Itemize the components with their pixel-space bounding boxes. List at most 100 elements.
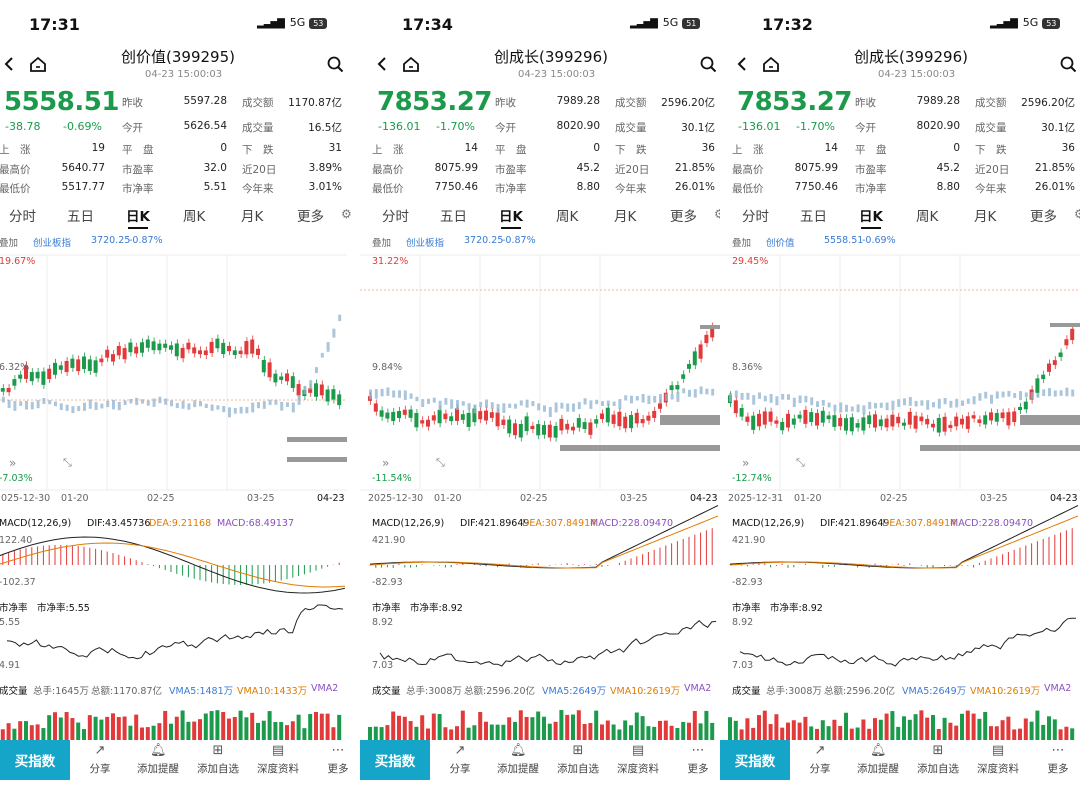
tab-1[interactable]: 五日 (440, 209, 467, 225)
level-bar (287, 457, 347, 462)
tab-2[interactable]: 日K (859, 209, 883, 225)
volume-bar (547, 723, 552, 740)
tab-5[interactable]: 更多 (297, 209, 324, 225)
action-more-dots[interactable]: ⋯ 更多 (1030, 744, 1080, 776)
dea-line (729, 515, 1079, 569)
volume-bar (290, 721, 295, 740)
volume-bar (629, 725, 633, 740)
tab-1[interactable]: 五日 (67, 209, 94, 225)
action-document[interactable]: ▤ 深度资料 (970, 744, 1026, 776)
fullscreen-icon[interactable]: ⤡ (63, 456, 72, 469)
candle-body (605, 407, 610, 423)
kline-chart[interactable] (720, 245, 1080, 745)
overlay-candle (688, 389, 691, 397)
action-document[interactable]: ▤ 深度资料 (610, 744, 666, 776)
tab-5[interactable]: 更多 (670, 209, 697, 225)
action-share[interactable]: ↗ 分享 (432, 744, 488, 776)
tab-3[interactable]: 周K (916, 209, 939, 225)
candle-body (285, 373, 289, 382)
settings-icon[interactable]: ⚙ (1074, 207, 1080, 221)
overlay-name[interactable]: 创业板指 (406, 238, 445, 249)
index-price: 7853.27 (377, 87, 492, 117)
action-label: 更多 (327, 763, 349, 775)
candle-body (18, 374, 23, 379)
home-icon[interactable] (762, 56, 780, 72)
overlay-candle (537, 403, 541, 411)
back-icon[interactable] (736, 56, 748, 72)
buy-index-button[interactable]: 买指数 (0, 740, 70, 780)
buy-index-button[interactable]: 买指数 (720, 740, 790, 780)
tab-4[interactable]: 月K (241, 209, 264, 225)
tab-4[interactable]: 月K (614, 209, 637, 225)
candle-body (960, 418, 964, 425)
tab-3[interactable]: 周K (556, 209, 579, 225)
overlay-name[interactable]: 创业板指 (33, 238, 72, 249)
fullscreen-icon[interactable]: ⤡ (796, 456, 805, 469)
settings-icon[interactable]: ⚙ (714, 207, 720, 221)
action-more-dots[interactable]: ⋯ 更多 (670, 744, 720, 776)
buy-index-button[interactable]: 买指数 (360, 740, 430, 780)
tab-1[interactable]: 五日 (800, 209, 827, 225)
tab-5[interactable]: 更多 (1030, 209, 1057, 225)
stat-up-label: 上 涨 (372, 144, 404, 156)
back-icon[interactable] (3, 56, 15, 72)
candle-body (163, 343, 168, 348)
candle-body (478, 411, 483, 420)
action-add-square[interactable]: ⊞ 添加自选 (190, 744, 246, 776)
tab-3[interactable]: 周K (183, 209, 206, 225)
candle-body (576, 418, 581, 428)
expand-icon[interactable]: » (9, 456, 17, 470)
action-share[interactable]: ↗ 分享 (72, 744, 128, 776)
candle-body (698, 344, 703, 359)
search-icon[interactable] (327, 56, 344, 73)
candle-body (571, 426, 575, 431)
kline-chart[interactable] (360, 245, 720, 745)
back-icon[interactable] (376, 56, 388, 72)
expand-icon[interactable]: » (382, 456, 390, 470)
action-more-dots[interactable]: ⋯ 更多 (310, 744, 360, 776)
volume-bar (687, 722, 691, 740)
action-bell[interactable]: 🔔︎ 添加提醒 (490, 744, 546, 776)
tab-0[interactable]: 分时 (382, 209, 409, 225)
expand-icon[interactable]: » (742, 456, 750, 470)
stat-volume-label: 成交量 (615, 122, 647, 134)
kline-chart[interactable] (0, 245, 347, 745)
action-add-square[interactable]: ⊞ 添加自选 (910, 744, 966, 776)
candle-body (495, 412, 500, 427)
settings-icon[interactable]: ⚙ (341, 207, 352, 221)
action-share[interactable]: ↗ 分享 (792, 744, 848, 776)
search-icon[interactable] (700, 56, 717, 73)
stat-up: 14 (464, 142, 478, 154)
volume-bar (605, 720, 610, 740)
overlay-candle (268, 399, 272, 405)
volume-bar (325, 713, 330, 740)
overlay-candle (595, 399, 599, 405)
search-icon[interactable] (1060, 56, 1077, 73)
stat-prev-close: 5597.28 (183, 95, 227, 107)
home-icon[interactable] (402, 56, 420, 72)
stat-high-label: 最高价 (0, 164, 31, 176)
macd-bottom: -82.93 (732, 577, 763, 588)
volume-bar (460, 710, 465, 740)
axis-mid-pct: 8.36% (732, 362, 763, 373)
fullscreen-icon[interactable]: ⤡ (436, 456, 445, 469)
tab-4[interactable]: 月K (974, 209, 997, 225)
home-icon[interactable] (29, 56, 47, 72)
stat-volume-label: 成交量 (242, 122, 274, 134)
overlay-candle (216, 405, 220, 410)
overlay-pct: -0.87% (502, 235, 536, 246)
action-add-square[interactable]: ⊞ 添加自选 (550, 744, 606, 776)
action-document[interactable]: ▤ 深度资料 (250, 744, 306, 776)
candle-body (826, 415, 831, 420)
tab-2[interactable]: 日K (126, 209, 150, 225)
overlay-candle (473, 404, 477, 414)
tab-0[interactable]: 分时 (742, 209, 769, 225)
tab-2[interactable]: 日K (499, 209, 523, 225)
volume-bar (198, 719, 202, 740)
overlay-candle (577, 402, 581, 410)
axis-mid-pct: 6.32% (0, 362, 30, 373)
action-bell[interactable]: 🔔︎ 添加提醒 (850, 744, 906, 776)
overlay-name[interactable]: 创价值 (766, 238, 795, 249)
tab-0[interactable]: 分时 (9, 209, 36, 225)
action-bell[interactable]: 🔔︎ 添加提醒 (130, 744, 186, 776)
